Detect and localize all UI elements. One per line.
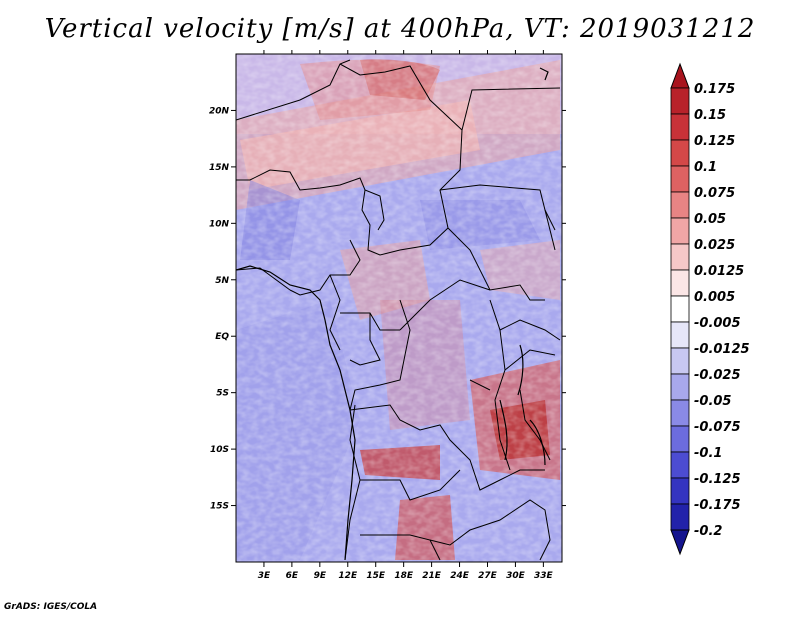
colorbar-label: 0.075: [694, 186, 735, 201]
colorbar: 0.175 0.15 0.125 0.1 0.075 0.05 0.025 0.0125 0.0…: [670, 62, 750, 556]
colorbar-label: -0.1: [694, 446, 722, 461]
coastlines: [236, 67, 549, 561]
colorbar-top-triangle: [670, 62, 690, 89]
lat-tick-label: 5S: [216, 389, 229, 399]
colorbar-label: 0.025: [694, 238, 735, 253]
lon-tick-label: 27E: [478, 571, 498, 581]
colorbar-segment: [670, 243, 690, 271]
colorbar-segment: [670, 113, 690, 141]
lat-tick-label: 5N: [215, 276, 229, 286]
longitude-axis: 3E 6E 9E 12E 15E 18E 21E 24E 27E 30E 33E: [258, 50, 554, 581]
lon-tick-label: 24E: [450, 571, 470, 581]
colorbar-segment: [670, 87, 690, 115]
colorbar-segment: [670, 425, 690, 453]
colorbar-label: -0.05: [694, 394, 731, 409]
colorbar-segment: [670, 321, 690, 349]
colorbar-bottom-triangle: [670, 529, 690, 556]
latitude-axis: 20N 15N 10N 5N EQ 5S 10S 15S: [209, 106, 566, 512]
colorbar-label: -0.0125: [694, 342, 750, 357]
colorbar-label: 0.15: [694, 108, 726, 123]
colorbar-segment: [670, 165, 690, 193]
chart-title: Vertical velocity [m/s] at 400hPa, VT: 2…: [44, 14, 756, 44]
colorbar-segment: [670, 269, 690, 297]
lon-tick-label: 6E: [286, 571, 299, 581]
colorbar-label: -0.2: [694, 524, 722, 539]
grads-credit: GrADS: IGES/COLA: [4, 602, 98, 612]
colorbar-label: -0.175: [694, 498, 741, 513]
colorbar-label: -0.005: [694, 316, 741, 331]
lon-tick-label: 18E: [394, 571, 414, 581]
lon-tick-label: 12E: [338, 571, 358, 581]
lon-tick-label: 3E: [258, 571, 271, 581]
lat-tick-label: 20N: [209, 106, 230, 116]
colorbar-label: 0.125: [694, 134, 735, 149]
lat-tick-label: 10N: [209, 219, 230, 229]
lon-tick-label: 9E: [314, 571, 327, 581]
lon-tick-label: 33E: [534, 571, 554, 581]
colorbar-segment: [670, 347, 690, 375]
country-borders: [236, 59, 561, 561]
colorbar-segment: [670, 139, 690, 167]
lat-tick-label: 10S: [210, 445, 229, 455]
colorbar-label: -0.025: [694, 368, 741, 383]
colorbar-segment: [670, 477, 690, 505]
lat-tick-label: 15N: [209, 163, 230, 173]
lat-tick-label: EQ: [215, 332, 229, 342]
colorbar-label: 0.1: [694, 160, 717, 175]
colorbar-segment: [670, 295, 690, 323]
colorbar-segment: [670, 399, 690, 427]
colorbar-label: -0.125: [694, 472, 741, 487]
colorbar-label: 0.0125: [694, 264, 744, 279]
colorbar-segment: [670, 451, 690, 479]
map-frame: [235, 53, 563, 563]
colorbar-label: 0.05: [694, 212, 726, 227]
colorbar-segment: [670, 503, 690, 531]
lon-tick-label: 21E: [422, 571, 442, 581]
lat-tick-label: 15S: [210, 502, 229, 512]
lon-tick-label: 15E: [366, 571, 386, 581]
vertical-velocity-field: [236, 54, 562, 562]
colorbar-label: 0.005: [694, 290, 735, 305]
colorbar-label: 0.175: [694, 82, 735, 97]
colorbar-segment: [670, 373, 690, 401]
colorbar-label: -0.075: [694, 420, 741, 435]
colorbar-segment: [670, 217, 690, 245]
lon-tick-label: 30E: [506, 571, 526, 581]
colorbar-segment: [670, 191, 690, 219]
